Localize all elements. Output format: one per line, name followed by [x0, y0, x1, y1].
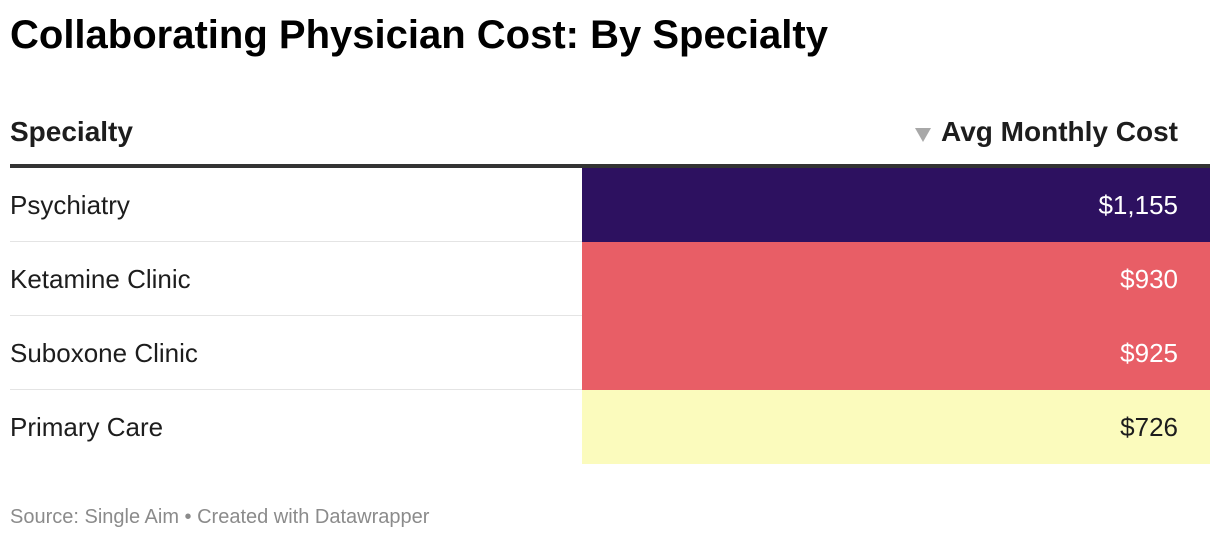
data-table: Specialty Avg Monthly Cost Psychiatry $1,…: [10, 100, 1210, 464]
table-body: Psychiatry $1,155 Ketamine Clinic $930 Subox…: [10, 168, 1210, 464]
table-row: Psychiatry $1,155: [10, 168, 1210, 242]
table-row: Suboxone Clinic $925: [10, 316, 1210, 390]
sort-descending-icon[interactable]: [915, 128, 932, 142]
table-row: Primary Care $726: [10, 390, 1210, 464]
chart-title: Collaborating Physician Cost: By Special…: [10, 13, 828, 57]
specialty-cell: Ketamine Clinic: [10, 264, 191, 294]
specialty-cell: Suboxone Clinic: [10, 338, 198, 368]
avg-monthly-cost-cell: $930: [582, 242, 1210, 316]
column-header-specialty[interactable]: Specialty: [10, 116, 133, 147]
avg-monthly-cost-cell: $1,155: [582, 168, 1210, 242]
avg-monthly-cost-cell: $726: [582, 390, 1210, 464]
table-row: Ketamine Clinic $930: [10, 242, 1210, 316]
column-header-cost-label: Avg Monthly Cost: [941, 116, 1178, 147]
source-note: Source: Single Aim • Created with Datawr…: [10, 506, 430, 528]
avg-monthly-cost-cell: $925: [582, 316, 1210, 390]
specialty-cell: Primary Care: [10, 412, 164, 442]
specialty-cell: Psychiatry: [10, 190, 130, 220]
table-header: Specialty Avg Monthly Cost: [10, 100, 1210, 168]
column-header-avg-monthly-cost[interactable]: Avg Monthly Cost: [915, 116, 1178, 148]
